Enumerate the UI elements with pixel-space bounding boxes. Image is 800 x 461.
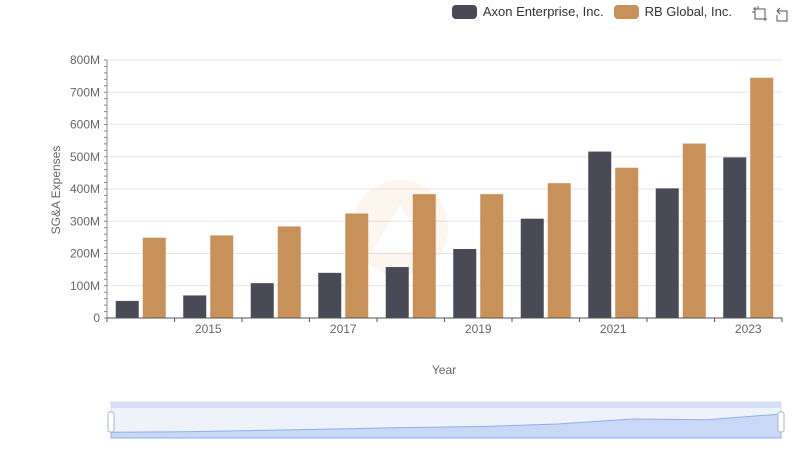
bar-axon-2020[interactable]: [520, 218, 544, 318]
legend: Axon Enterprise, Inc. RB Global, Inc.: [451, 4, 732, 19]
y-tick-label: 400M: [70, 182, 100, 196]
x-tick-label: 2019: [465, 322, 492, 336]
legend-item-axon[interactable]: Axon Enterprise, Inc.: [451, 4, 604, 19]
legend-swatch-axon: [451, 4, 477, 19]
bar-rb-global-2017[interactable]: [345, 213, 369, 318]
x-axis-label: Year: [432, 363, 456, 377]
bar-rb-global-2022[interactable]: [682, 143, 706, 318]
bar-axon-2018[interactable]: [385, 267, 409, 318]
bar-rb-global-2021[interactable]: [615, 167, 639, 318]
bar-axon-2023[interactable]: [723, 157, 747, 318]
bar-rb-global-2023[interactable]: [750, 77, 774, 318]
zoom-icon[interactable]: [752, 6, 768, 22]
bars: [115, 77, 774, 318]
legend-label-rb-global: RB Global, Inc.: [644, 4, 732, 19]
bar-rb-global-2020[interactable]: [547, 183, 571, 318]
data-zoom-handle-left[interactable]: [107, 411, 115, 433]
y-axis-label: SG&A Expenses: [49, 146, 63, 235]
y-tick-label: 500M: [70, 150, 100, 164]
x-axis: 2015 2017 2019 2021 2023: [106, 317, 783, 336]
bar-axon-2021[interactable]: [588, 151, 612, 318]
bar-rb-global-2019[interactable]: [480, 194, 504, 318]
bar-rb-global-2018[interactable]: [412, 194, 436, 318]
y-tick-label: 100M: [70, 279, 100, 293]
legend-item-rb-global[interactable]: RB Global, Inc.: [613, 4, 732, 19]
y-tick-label: 600M: [70, 118, 100, 132]
y-tick-label: 700M: [70, 85, 100, 99]
x-tick-label: 2023: [735, 322, 762, 336]
bar-axon-2017[interactable]: [318, 272, 342, 318]
bar-axon-2022[interactable]: [655, 188, 679, 318]
bar-axon-2015[interactable]: [183, 295, 207, 318]
data-zoom-top-bar[interactable]: [111, 402, 781, 408]
bar-axon-2016[interactable]: [250, 283, 274, 318]
legend-label-axon: Axon Enterprise, Inc.: [482, 4, 604, 19]
y-axis: 0 100M 200M 300M 400M 500M 600M 700M 800M: [70, 53, 108, 325]
data-zoom-slider[interactable]: [107, 401, 785, 439]
restore-icon[interactable]: [774, 6, 790, 22]
x-tick-label: 2017: [330, 322, 357, 336]
toolbox: [752, 6, 790, 22]
bar-axon-2014[interactable]: [115, 300, 139, 318]
legend-swatch-rb-global: [613, 4, 639, 19]
bar-axon-2019[interactable]: [453, 248, 477, 318]
data-zoom-handle-right[interactable]: [777, 411, 785, 433]
bar-rb-global-2015[interactable]: [210, 235, 234, 318]
y-tick-label: 300M: [70, 214, 100, 228]
y-tick-label: 200M: [70, 247, 100, 261]
grid: [107, 59, 782, 287]
x-tick-label: 2021: [600, 322, 627, 336]
y-tick-label: 800M: [70, 53, 100, 67]
bar-rb-global-2014[interactable]: [142, 237, 166, 318]
bar-rb-global-2016[interactable]: [277, 226, 301, 318]
x-tick-label: 2015: [195, 322, 222, 336]
y-tick-label: 0: [93, 311, 100, 325]
